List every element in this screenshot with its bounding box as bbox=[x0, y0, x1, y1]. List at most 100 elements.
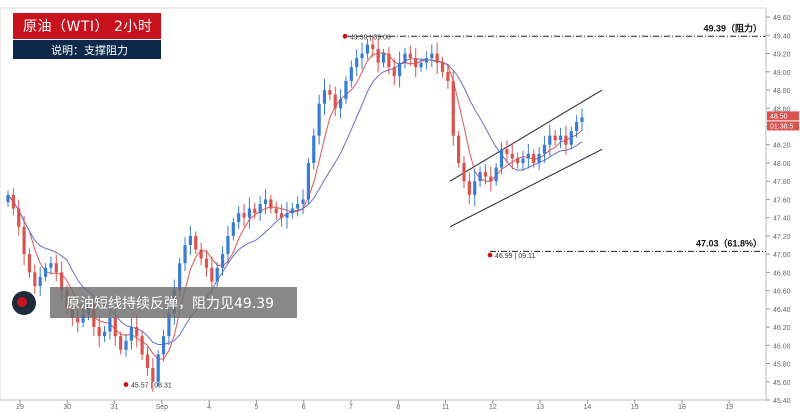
candle bbox=[403, 47, 407, 69]
y-tick-label: 49.60 bbox=[773, 15, 791, 22]
candle bbox=[317, 94, 321, 145]
candle-body bbox=[462, 162, 466, 182]
candle bbox=[22, 215, 26, 266]
candle bbox=[274, 201, 278, 220]
candle-body bbox=[548, 135, 552, 145]
candle-body bbox=[161, 336, 166, 355]
candle-body bbox=[371, 44, 375, 50]
candle bbox=[526, 143, 530, 169]
x-tick-label: 12 bbox=[489, 404, 497, 411]
candle-body bbox=[220, 254, 225, 268]
candle bbox=[467, 172, 471, 204]
x-tick-label: 5 bbox=[254, 404, 258, 411]
candle-body bbox=[183, 245, 187, 264]
candle bbox=[33, 264, 37, 294]
candle bbox=[569, 126, 573, 150]
candle-body bbox=[17, 208, 21, 227]
candle bbox=[11, 188, 15, 216]
candle-body bbox=[11, 194, 15, 209]
candle-body bbox=[54, 263, 58, 273]
x-tick-label: 19 bbox=[725, 404, 733, 411]
candle bbox=[145, 346, 150, 376]
x-tick-label: 30 bbox=[63, 404, 71, 411]
summary-banner: 原油短线持续反弹，阻力见49.39 bbox=[12, 287, 297, 318]
candle-body bbox=[210, 267, 214, 282]
candle bbox=[279, 204, 284, 227]
candle bbox=[580, 108, 584, 131]
candle bbox=[247, 197, 252, 229]
candle bbox=[290, 202, 294, 219]
candle-body bbox=[532, 153, 536, 163]
y-tick-label: 47.20 bbox=[773, 234, 791, 241]
candle bbox=[435, 42, 439, 74]
y-tick-label: 49.20 bbox=[773, 52, 791, 59]
candle bbox=[344, 76, 348, 104]
x-tick-label: 18 bbox=[678, 404, 686, 411]
candle-body bbox=[27, 254, 32, 273]
candle-body bbox=[392, 67, 396, 77]
price-tag-box bbox=[767, 111, 799, 121]
candle-body bbox=[365, 44, 370, 54]
candle-body bbox=[521, 158, 525, 163]
candle-body bbox=[360, 53, 364, 59]
annotation-dot bbox=[123, 382, 129, 387]
candle bbox=[446, 63, 450, 89]
candle bbox=[365, 38, 370, 60]
candle bbox=[119, 331, 123, 355]
candle-body bbox=[473, 181, 477, 195]
price-tag-value: 48.50 bbox=[770, 113, 788, 120]
candle-body bbox=[231, 222, 235, 236]
annotation-label: 46.99 | 09.11 bbox=[495, 253, 535, 260]
candle-body bbox=[414, 58, 418, 68]
candle bbox=[269, 194, 273, 214]
candle-body bbox=[575, 121, 579, 132]
candle-body bbox=[355, 58, 359, 68]
brand-logo-icon bbox=[12, 290, 36, 315]
candle-body bbox=[419, 62, 423, 68]
candle bbox=[49, 256, 53, 275]
candle bbox=[473, 170, 477, 207]
candle-body bbox=[119, 336, 123, 350]
candle-body bbox=[558, 135, 563, 141]
candle bbox=[199, 242, 203, 266]
channel-lower-line bbox=[449, 148, 603, 228]
candle bbox=[349, 60, 353, 88]
countdown-tag-box bbox=[767, 121, 799, 131]
y-tick-label: 45.80 bbox=[773, 362, 791, 369]
x-tick-label: 13 bbox=[536, 404, 544, 411]
candle bbox=[328, 84, 332, 101]
candle bbox=[376, 38, 380, 73]
candle-body bbox=[167, 313, 171, 337]
candle bbox=[505, 140, 509, 163]
candle-body bbox=[204, 258, 209, 268]
candle bbox=[392, 58, 396, 86]
y-tick-label: 46.80 bbox=[773, 270, 791, 277]
candle bbox=[510, 142, 514, 170]
y-tick-label: 46.40 bbox=[773, 307, 791, 314]
candle-body bbox=[151, 368, 155, 382]
candle-body bbox=[258, 204, 262, 214]
candle-body bbox=[338, 99, 343, 109]
candle-body bbox=[140, 336, 144, 355]
candle-body bbox=[215, 267, 219, 282]
candle bbox=[156, 349, 160, 387]
candle bbox=[322, 78, 327, 115]
candle-body bbox=[510, 153, 514, 159]
candle bbox=[285, 201, 289, 229]
y-tick-label: 48.00 bbox=[773, 161, 791, 168]
candle-body bbox=[457, 135, 461, 163]
candle bbox=[542, 135, 547, 163]
candle bbox=[231, 217, 235, 241]
candle-body bbox=[242, 213, 246, 218]
candle-body bbox=[564, 135, 568, 145]
countdown-tag-value: 01:38:5 bbox=[770, 123, 793, 130]
candle-body bbox=[135, 327, 139, 337]
candle bbox=[204, 249, 209, 277]
annotation-dot bbox=[342, 33, 348, 39]
chart-subtitle: 说明：支撑阻力 bbox=[13, 40, 161, 59]
candle bbox=[161, 329, 166, 362]
candle-body bbox=[279, 213, 284, 218]
candle bbox=[338, 89, 343, 119]
candle bbox=[135, 315, 139, 348]
